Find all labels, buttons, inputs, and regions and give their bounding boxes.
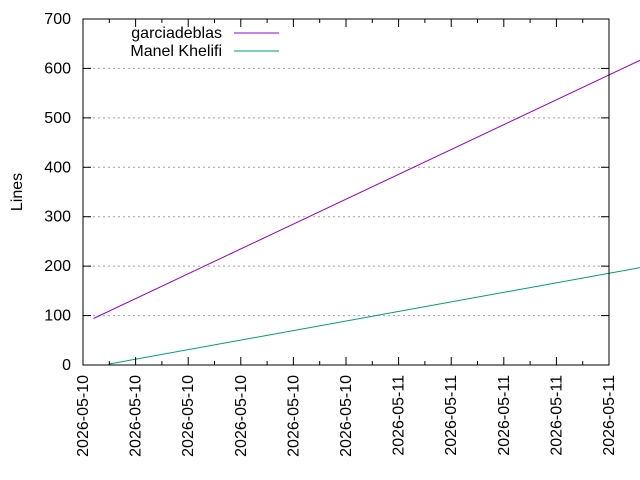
x-tick-label: 2026-05-11	[496, 375, 513, 456]
legend-entry-label: garciadeblas	[131, 25, 222, 42]
y-tick-label: 600	[44, 60, 71, 77]
x-tick-label: 2026-05-11	[391, 375, 408, 456]
x-tick-label: 2026-05-10	[285, 375, 302, 457]
y-axis-label: Lines	[9, 173, 26, 211]
y-tick-labels: 0 100 200 300 400 500 600 700	[44, 11, 71, 374]
x-tick-label: 2026-05-11	[601, 375, 618, 456]
y-tick-label: 100	[44, 308, 71, 325]
legend-entry-label: Manel Khelifi	[130, 43, 222, 60]
x-tick-label: 2026-05-11	[443, 375, 460, 456]
plot-frame	[82, 18, 610, 366]
y-tick-label: 200	[44, 258, 71, 275]
x-tick-label: 2026-05-10	[128, 375, 145, 457]
x-tick-label: 2026-05-10	[338, 375, 355, 457]
x-tick-label: 2026-05-11	[548, 375, 565, 456]
x-tick-label: 2026-05-10	[180, 375, 197, 457]
y-tick-label: 500	[44, 110, 71, 127]
x-tick-label: 2026-05-10	[233, 375, 250, 457]
y-tick-label: 400	[44, 159, 71, 176]
axis-ticks	[82, 18, 610, 366]
y-tick-label: 0	[62, 357, 71, 374]
x-tick-label: 2026-05-10	[75, 375, 92, 457]
series-line	[109, 267, 640, 365]
grid-lines	[83, 67, 609, 317]
x-tick-labels: 2026-05-10 2026-05-10 2026-05-10 2026-05-10…	[75, 375, 618, 457]
series-line	[93, 59, 640, 319]
y-tick-label: 300	[44, 209, 71, 226]
series-lines	[93, 59, 640, 365]
y-tick-label: 700	[44, 11, 71, 28]
